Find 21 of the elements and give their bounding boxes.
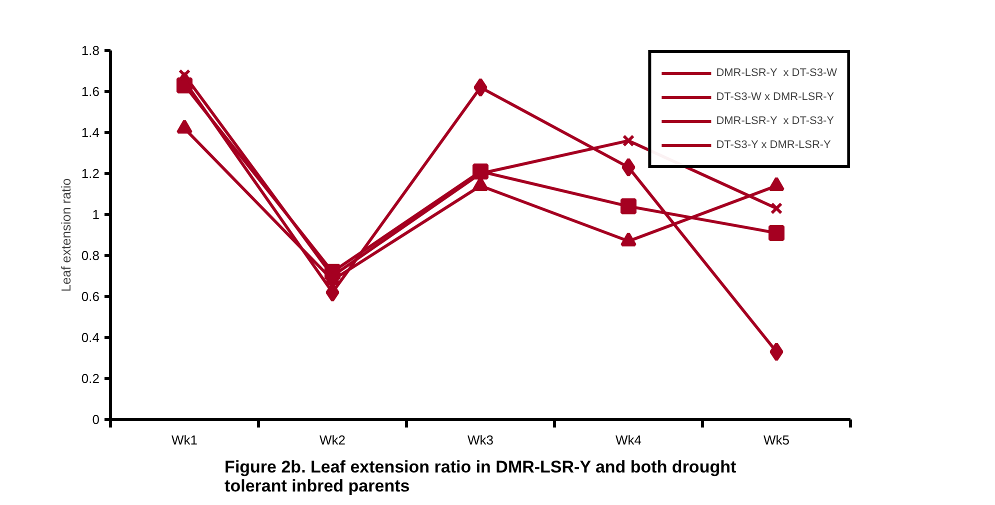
legend-label: DT-S3-Y x DMR-LSR-Y [716, 139, 831, 151]
y-tick-label: 0.2 [81, 371, 100, 386]
y-axis-title: Leaf extension ratio [58, 178, 74, 292]
y-tick-label: 0.4 [81, 330, 100, 345]
y-tick-label: 1.6 [81, 84, 100, 99]
legend-label: DMR-LSR-Y x DT-S3-Y [716, 115, 834, 127]
y-tick-label: 1.8 [81, 43, 100, 58]
x-tick-label: Wk2 [320, 432, 346, 448]
y-tick-label: 0.6 [81, 289, 100, 304]
x-tick-label: Wk3 [468, 432, 494, 448]
y-tick-label: 0 [92, 412, 100, 427]
x-tick-label: Wk1 [172, 432, 198, 448]
legend-label: DMR-LSR-Y x DT-S3-W [716, 67, 837, 79]
x-tick-label: Wk4 [616, 432, 642, 448]
y-tick-label: 1.2 [81, 166, 100, 181]
y-tick-label: 1 [92, 207, 100, 222]
x-tick-label: Wk5 [764, 432, 790, 448]
y-tick-label: 0.8 [81, 248, 100, 263]
y-tick-label: 1.4 [81, 125, 100, 140]
legend-label: DT-S3-W x DMR-LSR-Y [716, 91, 834, 103]
text: Figure 2b. Leaf extension ratio in DMR-LSR-Y and both drought tolerant inbred parents [224, 458, 736, 496]
